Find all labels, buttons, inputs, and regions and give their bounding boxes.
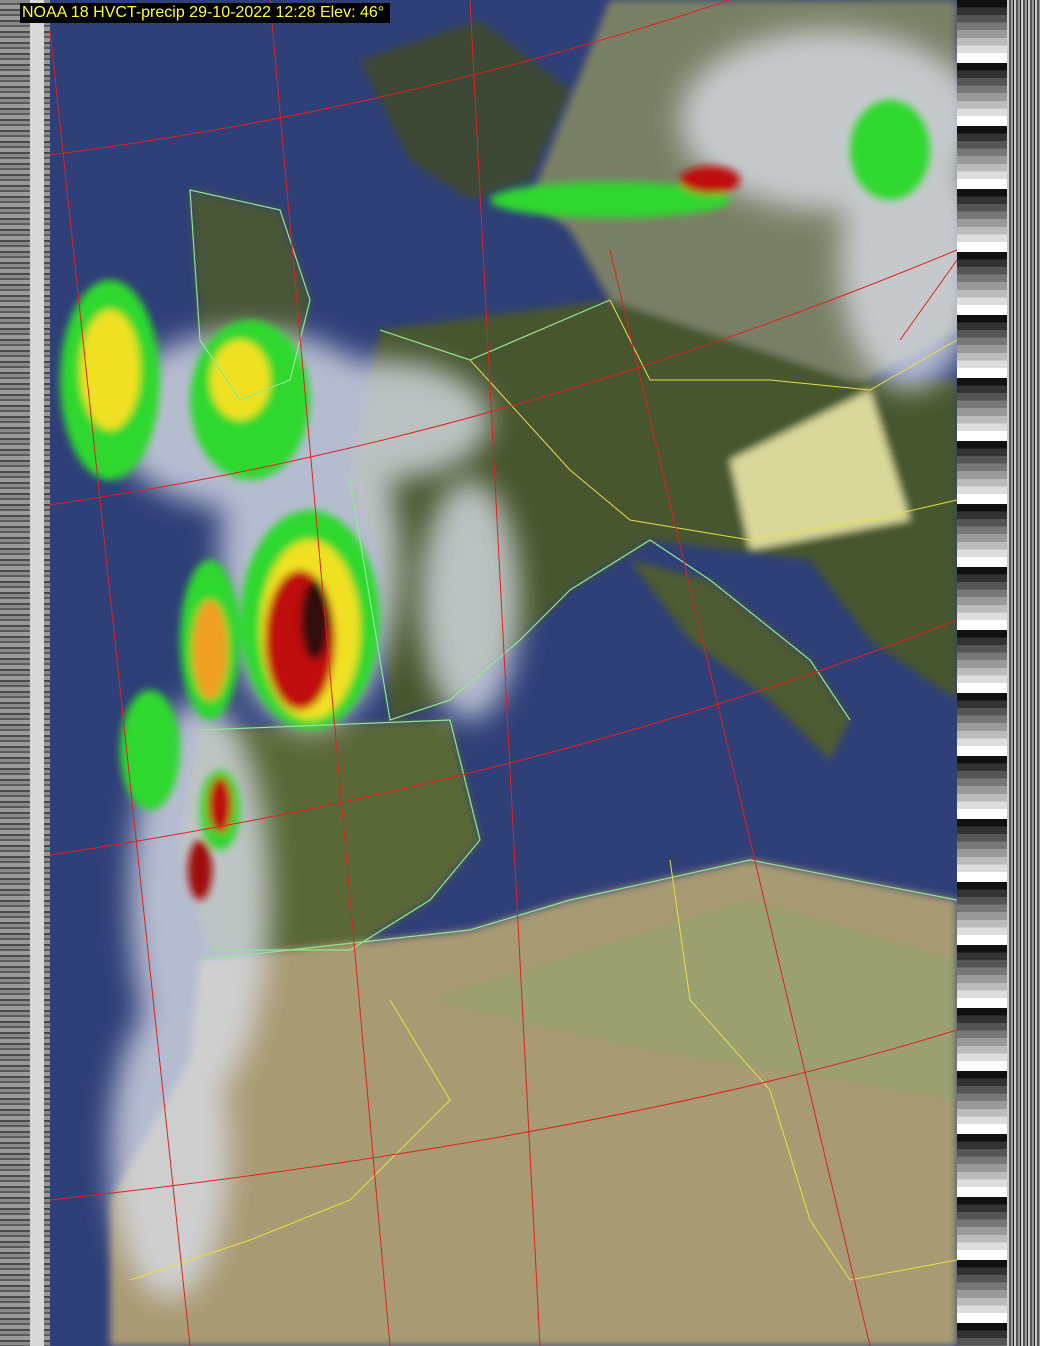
- precipitation: [60, 100, 930, 900]
- telemetry-strip-left: [0, 0, 50, 1346]
- telemetry-strip-right: [957, 0, 1040, 1346]
- satellite-map: [50, 0, 957, 1346]
- country-borders: [129, 299, 957, 1281]
- lat-lon-grid: [50, 0, 957, 1346]
- image-title: NOAA 18 HVCT-precip 29-10-2022 12:28 Ele…: [20, 3, 391, 23]
